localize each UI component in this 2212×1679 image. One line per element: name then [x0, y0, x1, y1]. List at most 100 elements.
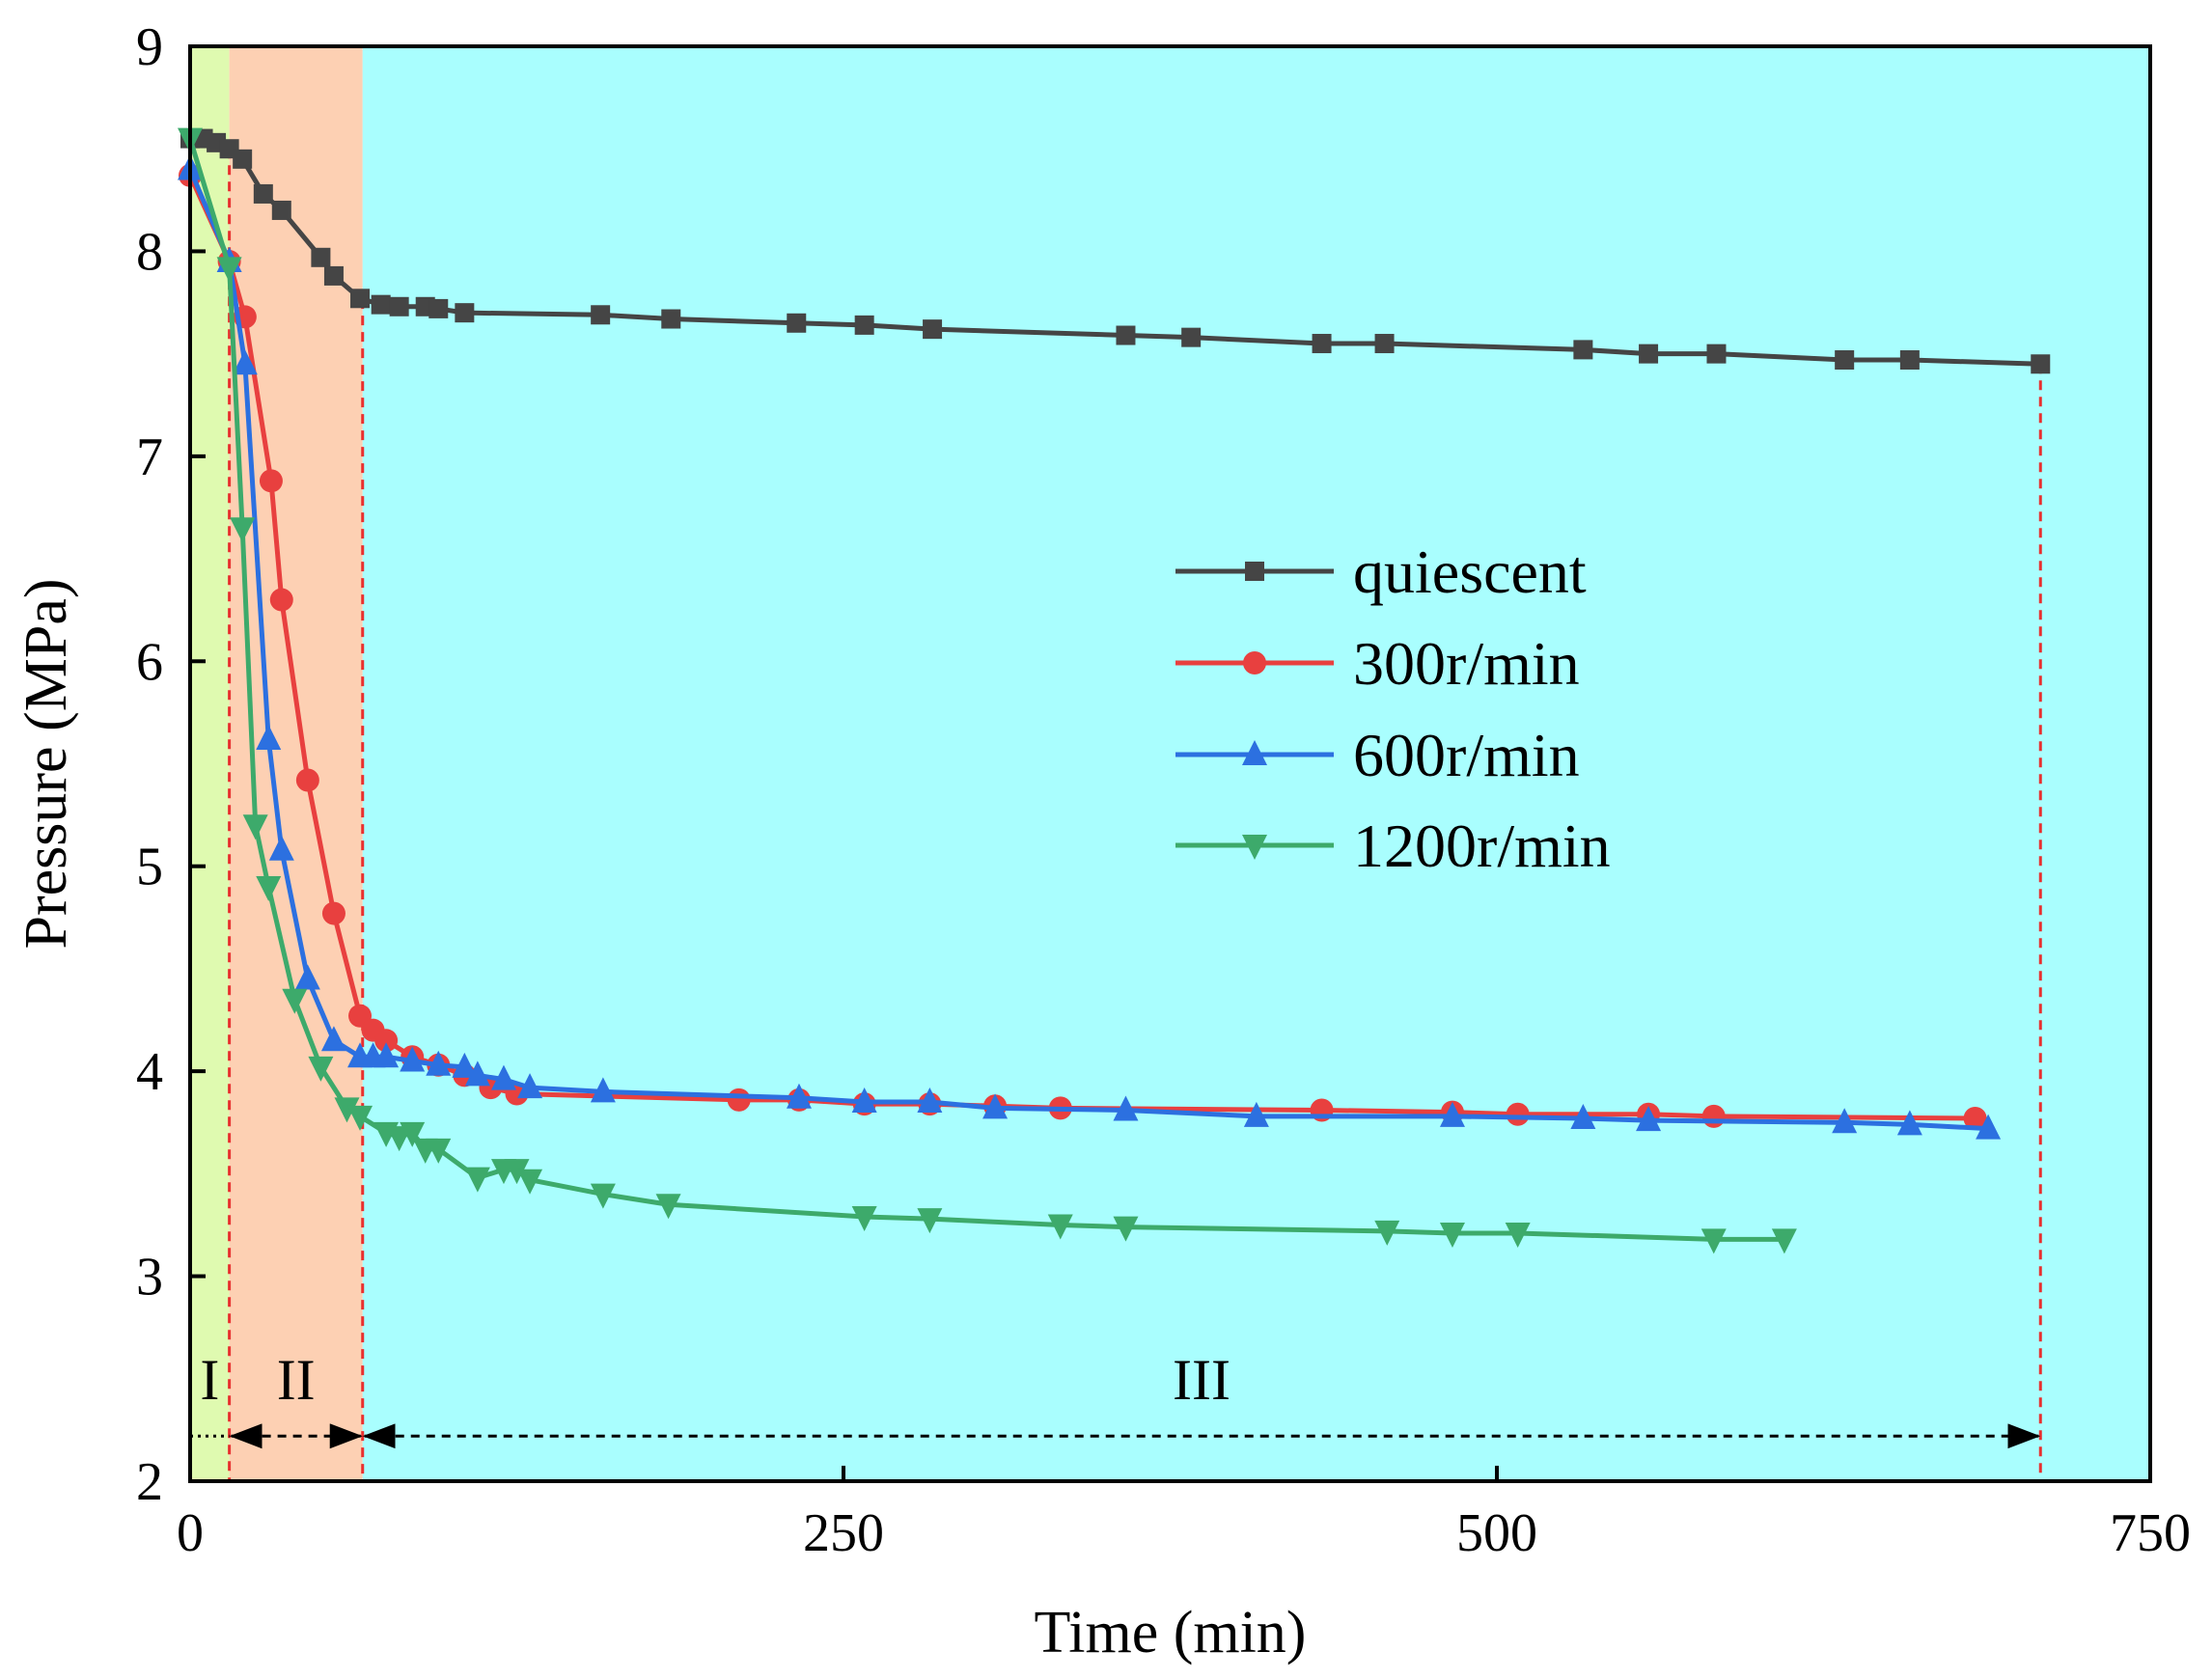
legend-item-3: 600r/min — [1175, 721, 1580, 789]
series-4-point — [504, 1159, 530, 1185]
series-3-point — [517, 1073, 543, 1099]
series-2-point — [1963, 1107, 1987, 1131]
y-axis-title: Pressure (MPa) — [14, 579, 79, 950]
series-3-point — [917, 1087, 943, 1114]
x-tick-label: 500 — [1456, 1503, 1537, 1563]
y-tick-label: 8 — [136, 222, 163, 282]
series-1-point — [923, 319, 943, 340]
y-tick-label: 9 — [136, 17, 163, 77]
series-2-point — [321, 901, 346, 925]
legend: quiescent 300r/min 600r/min 1200r/min — [1175, 537, 1611, 880]
series-4-point — [256, 875, 282, 901]
series-3-point — [982, 1093, 1009, 1119]
series-2-point — [1506, 1102, 1530, 1126]
series-4-point — [1439, 1222, 1465, 1248]
stage-label-1: I — [200, 1348, 219, 1412]
series-1-point — [1374, 334, 1395, 354]
y-tick-label: 4 — [136, 1042, 163, 1102]
series-3-point — [590, 1077, 616, 1103]
series-2-point — [374, 1029, 399, 1053]
legend-marker — [1242, 835, 1267, 860]
legend-label: 300r/min — [1353, 629, 1580, 698]
series-2-point — [1701, 1104, 1726, 1128]
series-1-point — [1116, 325, 1136, 345]
series-layer — [178, 127, 2051, 1254]
series-4-point — [1771, 1228, 1797, 1254]
x-axis-ticks: 0 250 500 750 — [177, 1466, 2191, 1563]
series-1-point — [854, 315, 874, 335]
series-4-point — [464, 1167, 490, 1193]
series-1-point — [591, 305, 611, 325]
series-3-point — [232, 349, 258, 375]
stage-boundary-lines — [228, 149, 2042, 1481]
stage-label-2: II — [277, 1348, 316, 1412]
series-4 — [178, 127, 1797, 1254]
series-2-point — [295, 768, 319, 792]
series-1-point — [271, 200, 291, 220]
series-2-point — [269, 588, 293, 612]
series-4-point — [517, 1169, 543, 1195]
series-3-point — [464, 1060, 490, 1087]
x-tick-label: 250 — [803, 1503, 884, 1563]
series-4-point — [242, 814, 268, 840]
stage-label-3: III — [1173, 1348, 1230, 1412]
legend-item-1: quiescent — [1175, 537, 1587, 606]
series-3-point — [320, 1026, 346, 1052]
series-1-point — [1835, 350, 1855, 371]
series-2-point — [727, 1087, 751, 1112]
series-4-point — [1374, 1220, 1400, 1246]
series-1-point — [455, 303, 475, 323]
series-1-point — [371, 294, 391, 315]
series-3-point — [1570, 1104, 1596, 1130]
x-tick-label: 0 — [177, 1503, 204, 1563]
series-3-point — [1896, 1110, 1922, 1136]
series-3-point — [1113, 1095, 1139, 1121]
series-3-point — [256, 725, 282, 751]
series-3-point — [373, 1042, 400, 1068]
series-4-point — [1113, 1216, 1139, 1242]
series-1-point — [1312, 334, 1332, 354]
series-1-point — [1899, 350, 1920, 371]
series-4-point — [590, 1183, 616, 1209]
y-tick-label: 2 — [136, 1452, 163, 1512]
x-tick-label: 750 — [2110, 1503, 2191, 1563]
legend-label: quiescent — [1353, 537, 1587, 606]
series-4-point — [1700, 1228, 1727, 1254]
series-4-point — [308, 1056, 334, 1082]
series-4-point — [347, 1105, 373, 1131]
legend-marker — [1245, 562, 1264, 581]
series-4-point — [282, 988, 308, 1014]
series-3-point — [1243, 1101, 1269, 1127]
series-2-point — [259, 469, 283, 493]
y-axis-ticks: 2 3 4 5 6 7 8 9 — [136, 17, 206, 1512]
legend-marker — [1243, 651, 1266, 674]
series-4-point — [655, 1194, 681, 1220]
series-1-point — [2031, 354, 2051, 374]
series-3-point — [1832, 1108, 1858, 1134]
series-1-point — [1573, 340, 1593, 360]
series-1-point — [350, 289, 371, 309]
series-1-point — [661, 309, 681, 329]
series-1-point — [389, 296, 409, 317]
series-1-point — [1181, 327, 1202, 347]
series-3-point — [294, 964, 320, 990]
y-tick-label: 5 — [136, 838, 163, 897]
series-3-point — [851, 1087, 877, 1114]
series-3-point — [452, 1052, 478, 1078]
series-1-point — [311, 247, 331, 267]
series-3-point — [1439, 1101, 1465, 1127]
series-1-point — [787, 313, 807, 333]
region-1-background — [190, 46, 230, 1481]
series-3 — [178, 154, 2002, 1140]
series-4-point — [400, 1121, 426, 1147]
series-4-point — [334, 1097, 360, 1123]
y-tick-label: 7 — [136, 427, 163, 487]
series-3-point — [268, 835, 294, 861]
legend-label: 1200r/min — [1353, 812, 1611, 880]
x-axis-title: Time (min) — [1035, 1600, 1307, 1665]
series-4-point — [1505, 1222, 1531, 1248]
y-tick-label: 6 — [136, 632, 163, 692]
stage-arrows: I II III — [190, 1348, 2041, 1449]
series-3-point — [426, 1050, 452, 1076]
